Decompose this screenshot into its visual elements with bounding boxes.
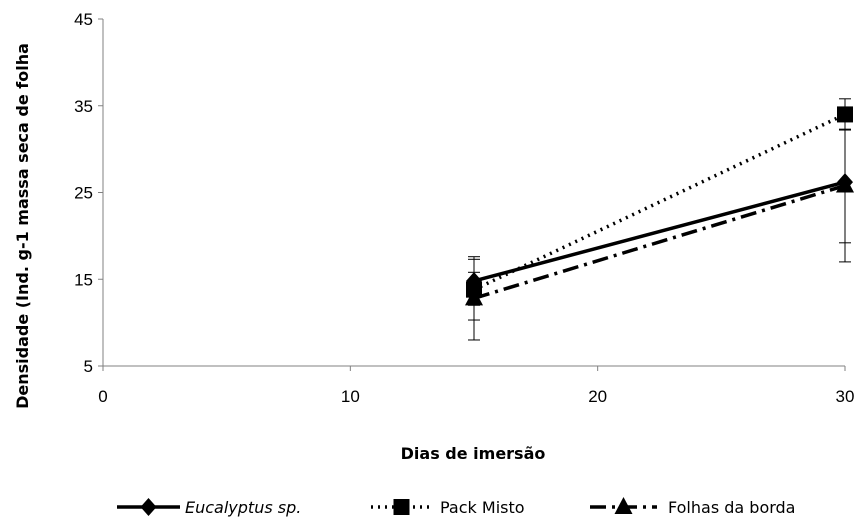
legend-marker (140, 498, 157, 516)
legend-label: Eucalyptus sp. (185, 498, 301, 517)
data-point (837, 106, 853, 123)
series-line (473, 183, 846, 301)
series-square (466, 98, 853, 321)
legend-label: Pack Misto (440, 498, 525, 517)
series-triangle (465, 128, 854, 341)
series-line (473, 180, 846, 283)
y-tick-label: 45 (74, 10, 93, 29)
legend-item: Eucalyptus sp. (117, 498, 301, 517)
series-layer (465, 98, 854, 341)
legend-marker (614, 497, 633, 514)
y-tick-label: 15 (74, 270, 93, 289)
legend-label: Folhas da borda (668, 498, 795, 517)
x-tick-label: 0 (98, 387, 107, 406)
y-tick-label: 5 (84, 357, 93, 376)
legend-marker (393, 499, 410, 515)
y-tick-label: 25 (74, 184, 93, 203)
series-line (473, 112, 846, 292)
data-point (465, 288, 483, 306)
x-tick-label: 30 (836, 387, 855, 406)
y-tick-label: 35 (74, 97, 93, 116)
x-axis-title: Dias de imersão (401, 444, 546, 463)
y-axis-title: Densidade (Ind. g-1 massa seca de folha (13, 43, 32, 409)
data-point (836, 175, 854, 193)
legend-item: Folhas da borda (590, 497, 795, 517)
x-tick-label: 20 (588, 387, 607, 406)
x-tick-label: 10 (341, 387, 360, 406)
series-diamond (466, 120, 853, 306)
legend-item: Pack Misto (371, 498, 525, 517)
ticks: 5 15 25 35 45 0 10 20 30 (74, 10, 854, 406)
legend: Eucalyptus sp. Pack Misto Folhas da borda (117, 497, 795, 517)
